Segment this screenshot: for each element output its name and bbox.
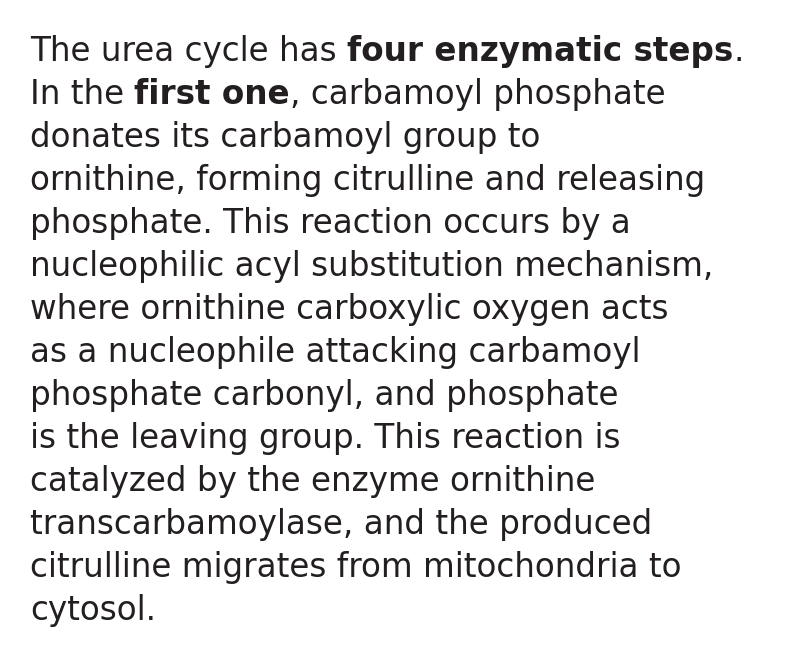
Text: citrulline migrates from mitochondria to: citrulline migrates from mitochondria to <box>30 551 682 584</box>
Text: ornithine, forming citrulline and releasing: ornithine, forming citrulline and releas… <box>30 164 706 197</box>
Text: phosphate carbonyl, and phosphate: phosphate carbonyl, and phosphate <box>30 379 618 412</box>
Text: In the: In the <box>30 78 134 111</box>
Text: is the leaving group. This reaction is: is the leaving group. This reaction is <box>30 422 621 455</box>
Text: first one: first one <box>134 78 290 111</box>
Text: The urea cycle has: The urea cycle has <box>30 35 347 68</box>
Text: transcarbamoylase, and the produced: transcarbamoylase, and the produced <box>30 508 652 541</box>
Text: catalyzed by the enzyme ornithine: catalyzed by the enzyme ornithine <box>30 465 595 498</box>
Text: four enzymatic steps: four enzymatic steps <box>347 35 734 68</box>
Text: , carbamoyl phosphate: , carbamoyl phosphate <box>290 78 666 111</box>
Text: as a nucleophile attacking carbamoyl: as a nucleophile attacking carbamoyl <box>30 336 641 369</box>
Text: nucleophilic acyl substitution mechanism,: nucleophilic acyl substitution mechanism… <box>30 250 714 283</box>
Text: phosphate. This reaction occurs by a: phosphate. This reaction occurs by a <box>30 207 630 240</box>
Text: where ornithine carboxylic oxygen acts: where ornithine carboxylic oxygen acts <box>30 293 669 326</box>
Text: cytosol.: cytosol. <box>30 594 156 627</box>
Text: donates its carbamoyl group to: donates its carbamoyl group to <box>30 121 540 154</box>
Text: .: . <box>734 35 744 68</box>
